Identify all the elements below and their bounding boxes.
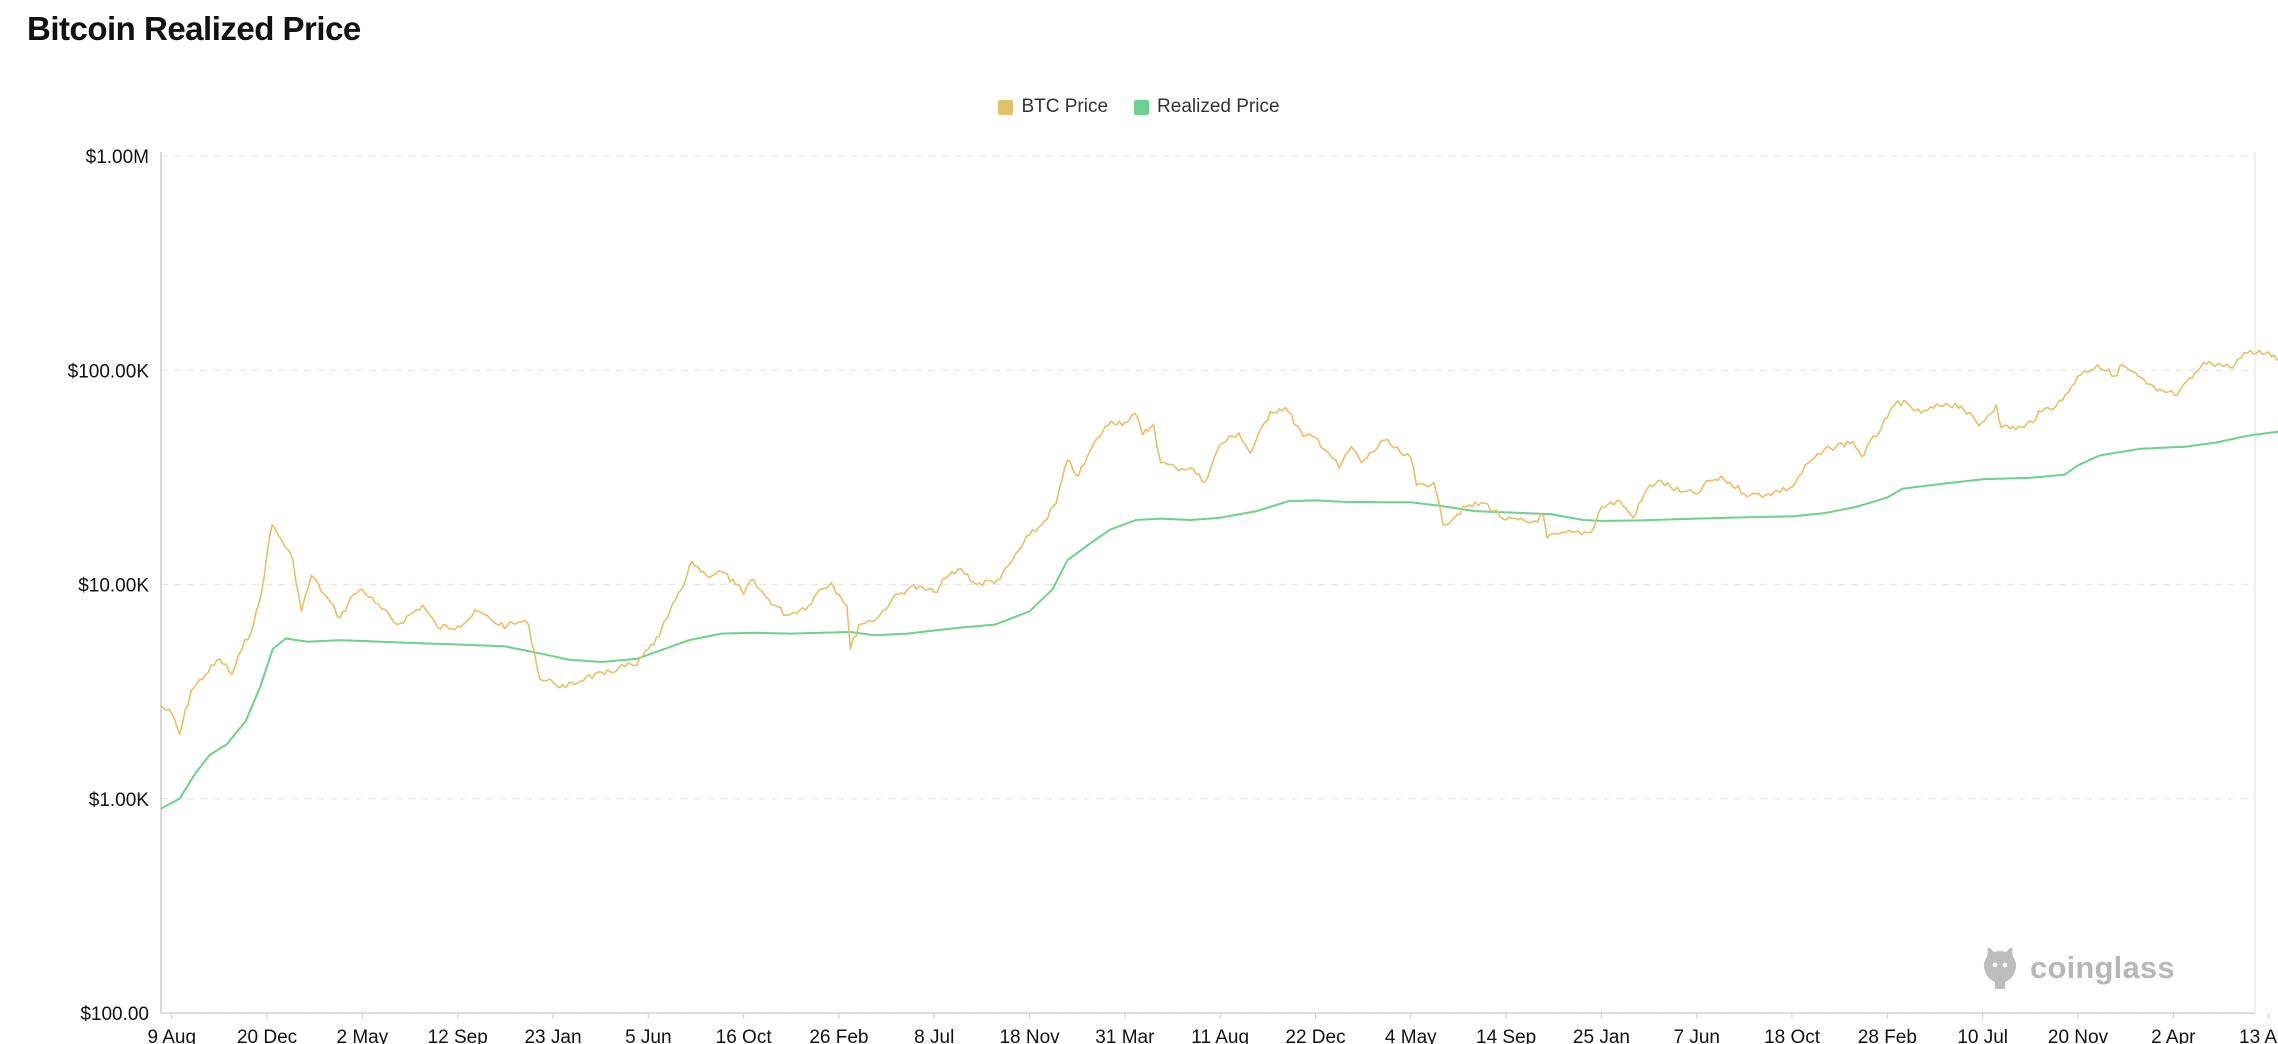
x-tick-label: 20 Dec: [237, 1027, 297, 1044]
watermark-text: coinglass: [2030, 950, 2175, 985]
x-tick-label: 2 Apr: [2151, 1027, 2196, 1044]
x-tick-label: 9 Aug: [147, 1027, 196, 1044]
x-tick-label: 22 Dec: [1285, 1027, 1345, 1044]
y-tick-label: $1.00M: [86, 147, 149, 168]
y-tick-label: $100.00: [80, 1004, 149, 1025]
realized-price-swatch: [1134, 99, 1150, 115]
coinglass-logo-icon: [1983, 947, 2017, 989]
legend-item-btc-price[interactable]: BTC Price: [998, 96, 1108, 118]
x-tick-label: 31 Mar: [1095, 1027, 1155, 1044]
legend-label-realized-price: Realized Price: [1157, 96, 1280, 117]
x-tick-label: 26 Feb: [809, 1027, 868, 1044]
chart-title: Bitcoin Realized Price: [27, 10, 361, 47]
x-tick-label: 8 Jul: [914, 1027, 954, 1044]
btc-price-swatch: [998, 99, 1014, 115]
y-tick-label: $10.00K: [78, 576, 149, 597]
realized-price-line[interactable]: [160, 425, 2278, 810]
x-tick-label: 18 Oct: [1764, 1027, 1821, 1044]
x-tick-label: 25 Jan: [1573, 1027, 1630, 1044]
x-tick-label: 13 Aug: [2239, 1027, 2278, 1044]
x-tick-label: 11 Aug: [1191, 1027, 1249, 1044]
x-tick-label: 10 Jul: [1957, 1027, 2008, 1044]
x-tick-label: 28 Feb: [1858, 1027, 1917, 1044]
y-tick-label: $1.00K: [89, 790, 150, 811]
x-tick-label: 23 Jan: [524, 1027, 581, 1044]
x-tick-label: 7 Jun: [1674, 1027, 1720, 1044]
btc-price-line[interactable]: [160, 349, 2278, 736]
x-tick-label: 16 Oct: [716, 1027, 773, 1044]
legend: BTC Price Realized Price: [0, 96, 2278, 118]
watermark: coinglass: [1980, 945, 2175, 991]
x-tick-label: 4 May: [1385, 1027, 1437, 1044]
x-tick-label: 12 Sep: [428, 1027, 488, 1044]
legend-item-realized-price[interactable]: Realized Price: [1134, 96, 1280, 118]
x-tick-label: 5 Jun: [625, 1027, 671, 1044]
x-tick-label: 2 May: [336, 1027, 388, 1044]
x-tick-label: 14 Sep: [1476, 1027, 1536, 1044]
legend-label-btc-price: BTC Price: [1021, 96, 1109, 117]
x-tick-label: 18 Nov: [999, 1027, 1060, 1044]
y-tick-label: $100.00K: [68, 361, 150, 382]
x-tick-label: 20 Nov: [2048, 1027, 2109, 1044]
